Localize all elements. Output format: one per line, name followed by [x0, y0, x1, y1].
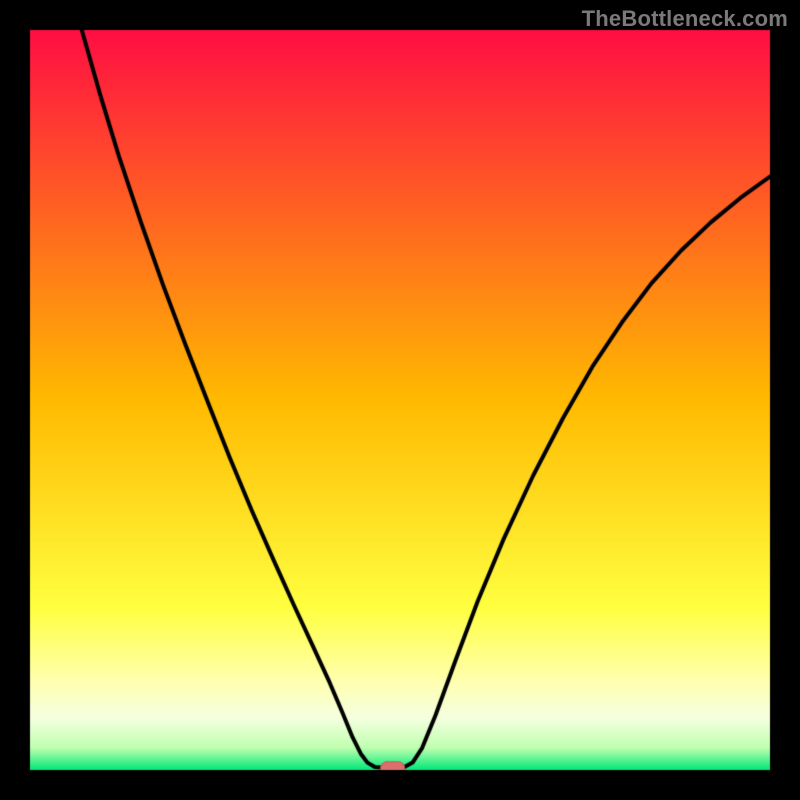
bottleneck-chart-canvas [0, 0, 800, 800]
chart-stage: TheBottleneck.com [0, 0, 800, 800]
